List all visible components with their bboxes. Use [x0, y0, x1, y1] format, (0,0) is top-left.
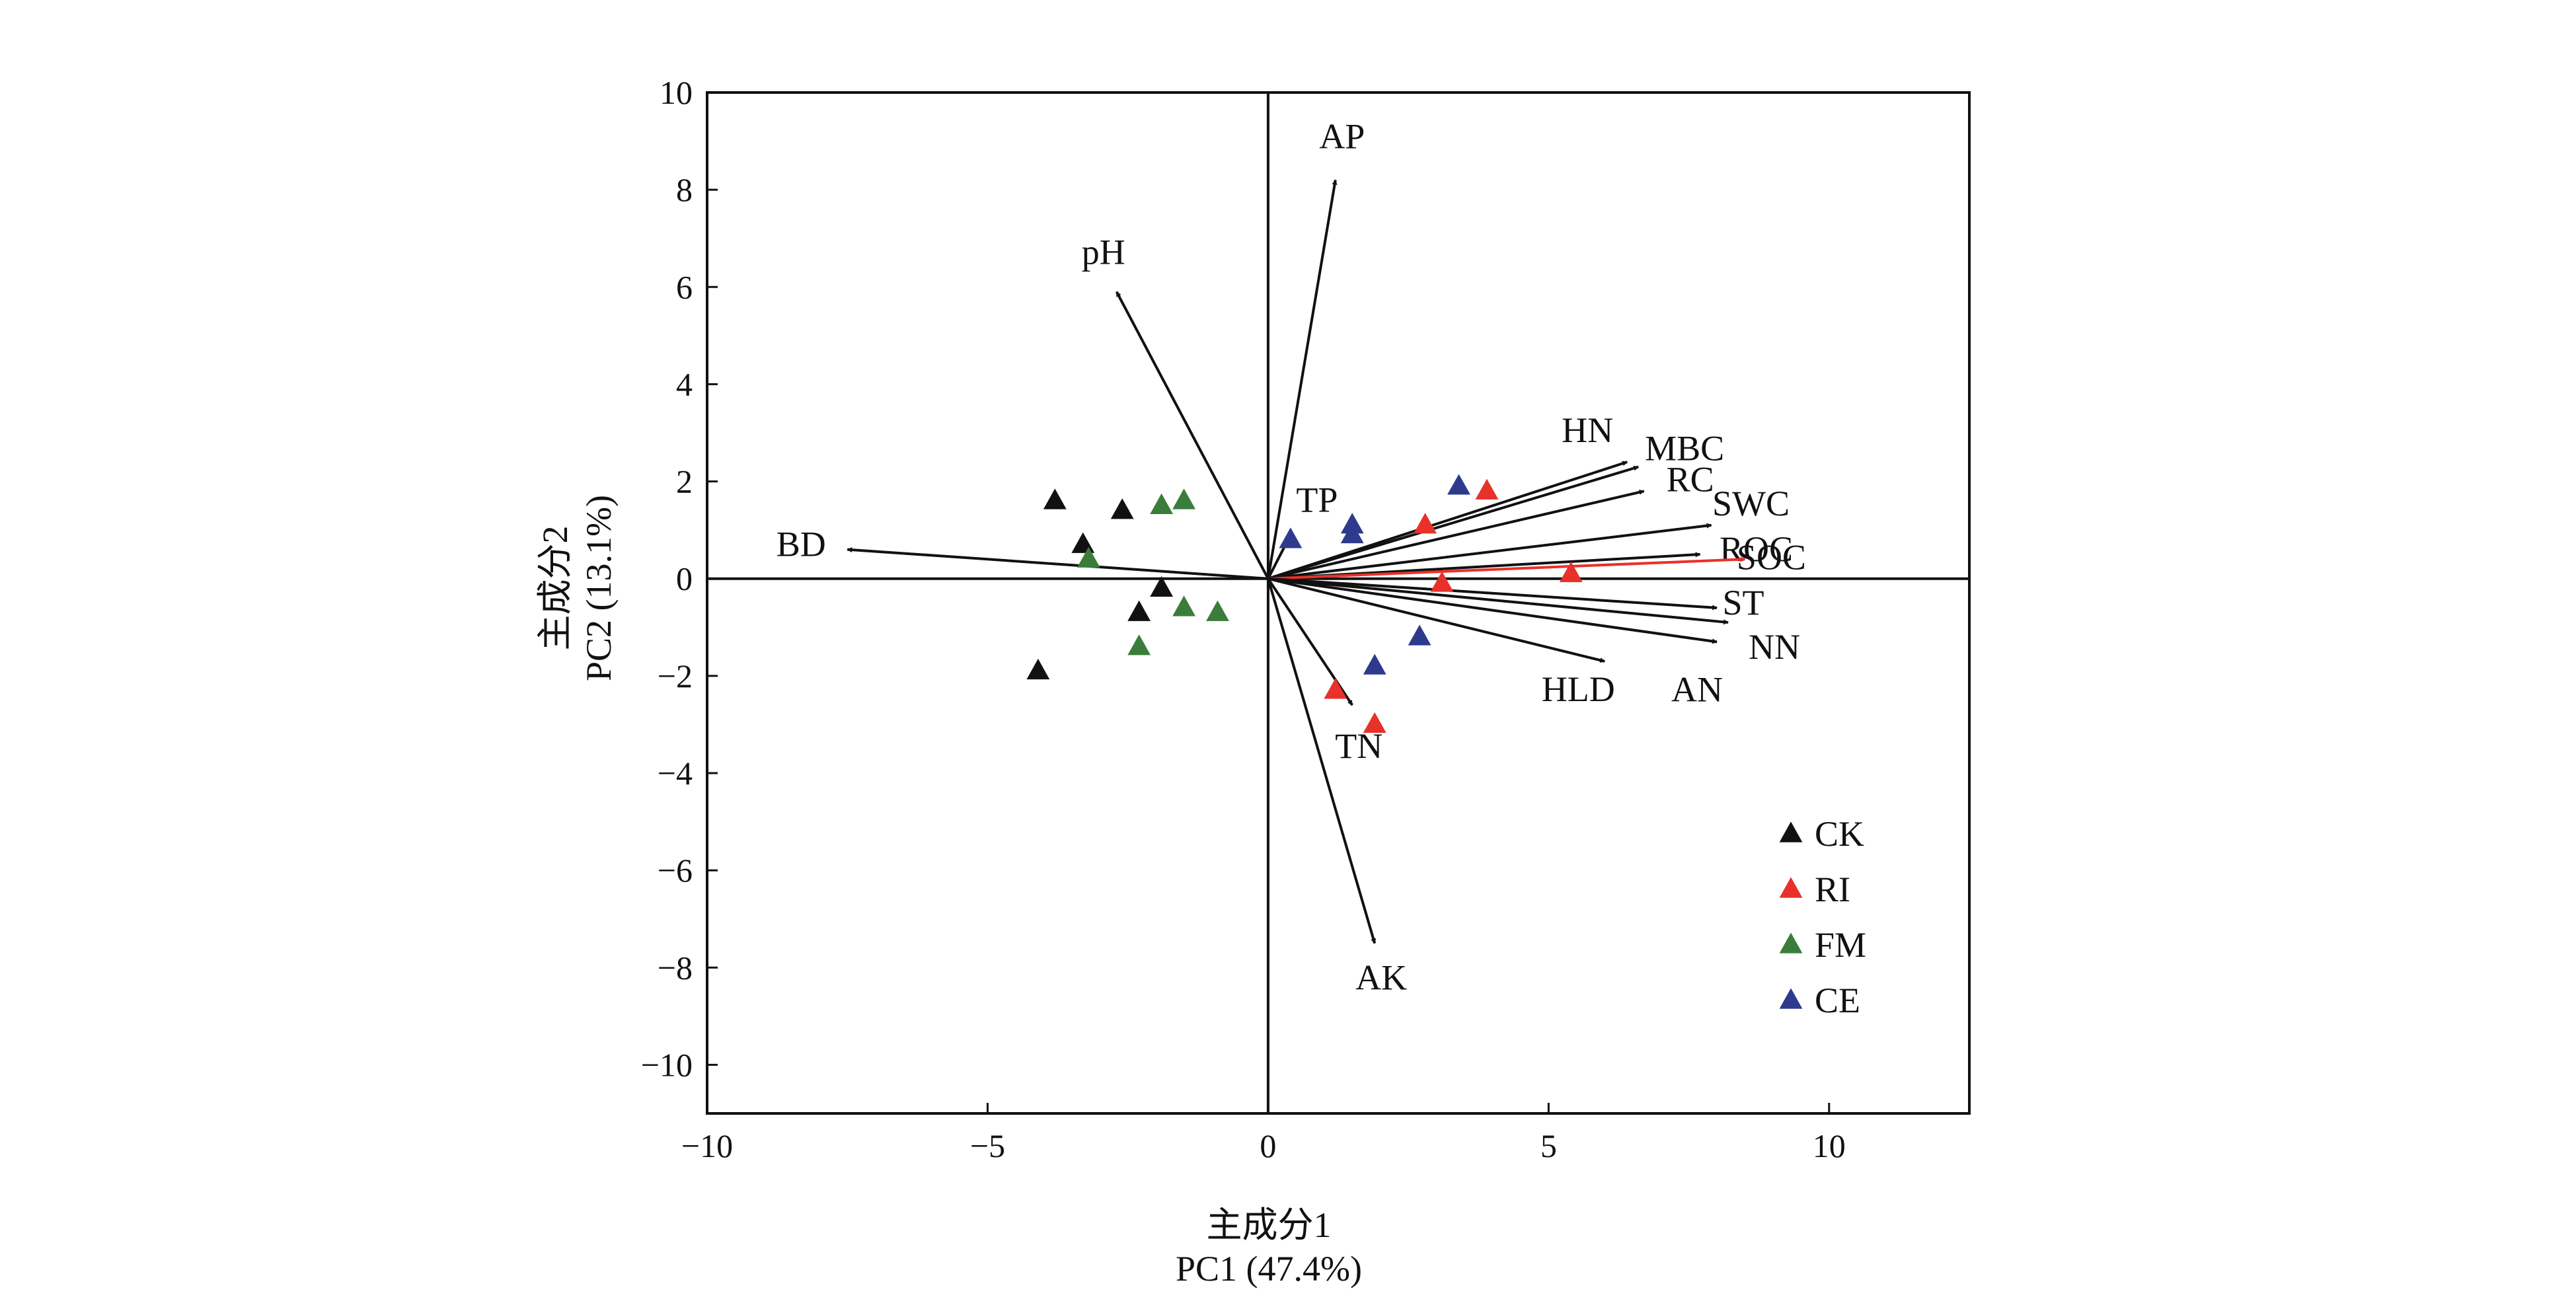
- point-fm: [1172, 595, 1195, 617]
- vector-label-nn: NN: [1749, 627, 1800, 667]
- y-axis-title-line2: PC2 (13.1%): [579, 495, 619, 681]
- axis-ticks: −10 −5 0 5 10 10 8 6 4 2 0 −2 −4 −6 −8 −10: [641, 74, 1846, 1164]
- point-ck: [1150, 576, 1173, 597]
- vector-swc: [1268, 523, 1712, 580]
- y-axis-title-line1: 主成分2: [535, 526, 575, 651]
- point-ri: [1430, 571, 1454, 592]
- point-ce: [1279, 527, 1303, 548]
- legend-label-ck: CK: [1815, 814, 1864, 854]
- y-tick-label: 8: [676, 171, 693, 208]
- vector-an: [1268, 577, 1718, 644]
- point-ri: [1559, 561, 1583, 582]
- point-fm: [1127, 634, 1151, 656]
- y-tick-label: −2: [658, 657, 693, 694]
- point-ck: [1026, 658, 1050, 680]
- x-tick-label: 10: [1813, 1127, 1846, 1164]
- vector-bd: [847, 547, 1269, 580]
- point-fm: [1206, 600, 1229, 621]
- legend: CK RI FM CE: [1779, 814, 1866, 1020]
- score-points: [1026, 474, 1583, 733]
- x-tick-label: 5: [1540, 1127, 1557, 1164]
- y-tick-label: −10: [641, 1046, 693, 1083]
- y-tick-label: 10: [660, 74, 693, 111]
- y-tick-label: 2: [676, 463, 693, 500]
- x-tick-label: 0: [1260, 1127, 1276, 1164]
- vector-ap: [1266, 179, 1338, 580]
- point-ck: [1043, 488, 1067, 509]
- point-fm: [1150, 493, 1173, 514]
- y-tick-label: 0: [676, 560, 693, 597]
- point-ce: [1447, 474, 1470, 495]
- y-tick-label: 4: [676, 365, 693, 402]
- point-ri: [1475, 478, 1499, 500]
- point-ck: [1071, 532, 1095, 553]
- point-ck: [1110, 498, 1134, 519]
- vector-label-st: ST: [1722, 583, 1764, 622]
- vector-ph: [1115, 291, 1269, 580]
- vector-label-bd: BD: [777, 525, 826, 564]
- zero-lines: [707, 93, 1969, 1113]
- point-ck: [1127, 600, 1151, 621]
- y-tick-label: 6: [676, 268, 693, 305]
- point-ce: [1363, 654, 1386, 675]
- vector-label-mbc: MBC: [1645, 429, 1724, 468]
- point-ce: [1340, 522, 1364, 544]
- vector-hld: [1268, 577, 1606, 663]
- axis-titles: 主成分1 PC1 (47.4%) 主成分2 PC2 (13.1%): [535, 495, 1362, 1289]
- point-fm: [1172, 488, 1195, 509]
- y-tick-label: −4: [658, 755, 693, 792]
- vector-label-ph: pH: [1082, 233, 1125, 272]
- x-tick-label: −10: [681, 1127, 733, 1164]
- x-axis-title-line2: PC1 (47.4%): [1176, 1249, 1362, 1289]
- vector-label-swc: SWC: [1712, 484, 1790, 523]
- legend-marker-ck: [1779, 821, 1803, 843]
- point-ce: [1408, 624, 1431, 646]
- y-tick-label: −8: [658, 949, 693, 986]
- vector-st: [1268, 577, 1718, 611]
- point-ri: [1324, 678, 1347, 699]
- vector-label-hld: HLD: [1542, 669, 1615, 709]
- x-tick-label: −5: [970, 1127, 1005, 1164]
- point-ri: [1414, 513, 1437, 534]
- vector-mbc: [1268, 465, 1640, 580]
- vector-soc: [1268, 556, 1746, 580]
- point-ri: [1363, 712, 1386, 733]
- vector-nn: [1268, 577, 1729, 625]
- legend-label-ri: RI: [1815, 870, 1850, 909]
- vector-label-ak: AK: [1355, 958, 1407, 998]
- legend-label-ce: CE: [1815, 981, 1860, 1020]
- legend-label-fm: FM: [1815, 925, 1866, 965]
- legend-marker-ri: [1779, 877, 1803, 898]
- vector-label-tp: TP: [1296, 480, 1338, 520]
- point-fm: [1077, 546, 1100, 568]
- vector-label-rc: RC: [1667, 459, 1714, 499]
- vector-rc: [1268, 489, 1645, 580]
- x-axis-title-line1: 主成分1: [1207, 1205, 1332, 1245]
- vector-label-ap: AP: [1319, 116, 1365, 156]
- legend-marker-ce: [1779, 988, 1803, 1009]
- vector-label-an: AN: [1671, 669, 1723, 709]
- vector-label-hn: HN: [1562, 410, 1613, 450]
- vector-ak: [1266, 578, 1377, 944]
- vector-label-roc: ROC: [1720, 529, 1793, 569]
- y-tick-label: −6: [658, 852, 693, 889]
- vector-label-soc: SOC: [1737, 537, 1806, 577]
- plot-frame: [706, 91, 1971, 1115]
- legend-marker-fm: [1779, 932, 1803, 954]
